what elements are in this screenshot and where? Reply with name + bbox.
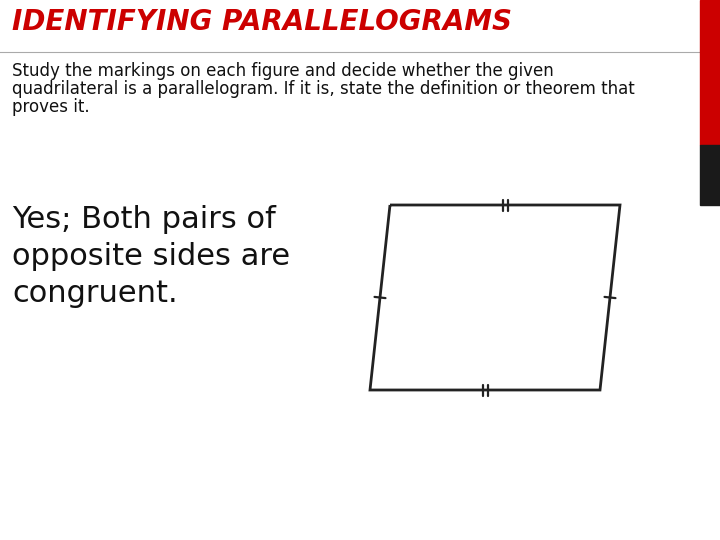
Bar [700,0,720,145]
Text: IDENTIFYING PARALLELOGRAMS: IDENTIFYING PARALLELOGRAMS [12,8,512,36]
Text: Yes; Both pairs of
opposite sides are
congruent.: Yes; Both pairs of opposite sides are co… [12,205,290,308]
Bar [700,145,720,205]
Text: Study the markings on each figure and decide whether the given: Study the markings on each figure and de… [12,62,554,80]
Text: proves it.: proves it. [12,98,89,116]
Text: quadrilateral is a parallelogram. If it is, state the definition or theorem that: quadrilateral is a parallelogram. If it … [12,80,635,98]
